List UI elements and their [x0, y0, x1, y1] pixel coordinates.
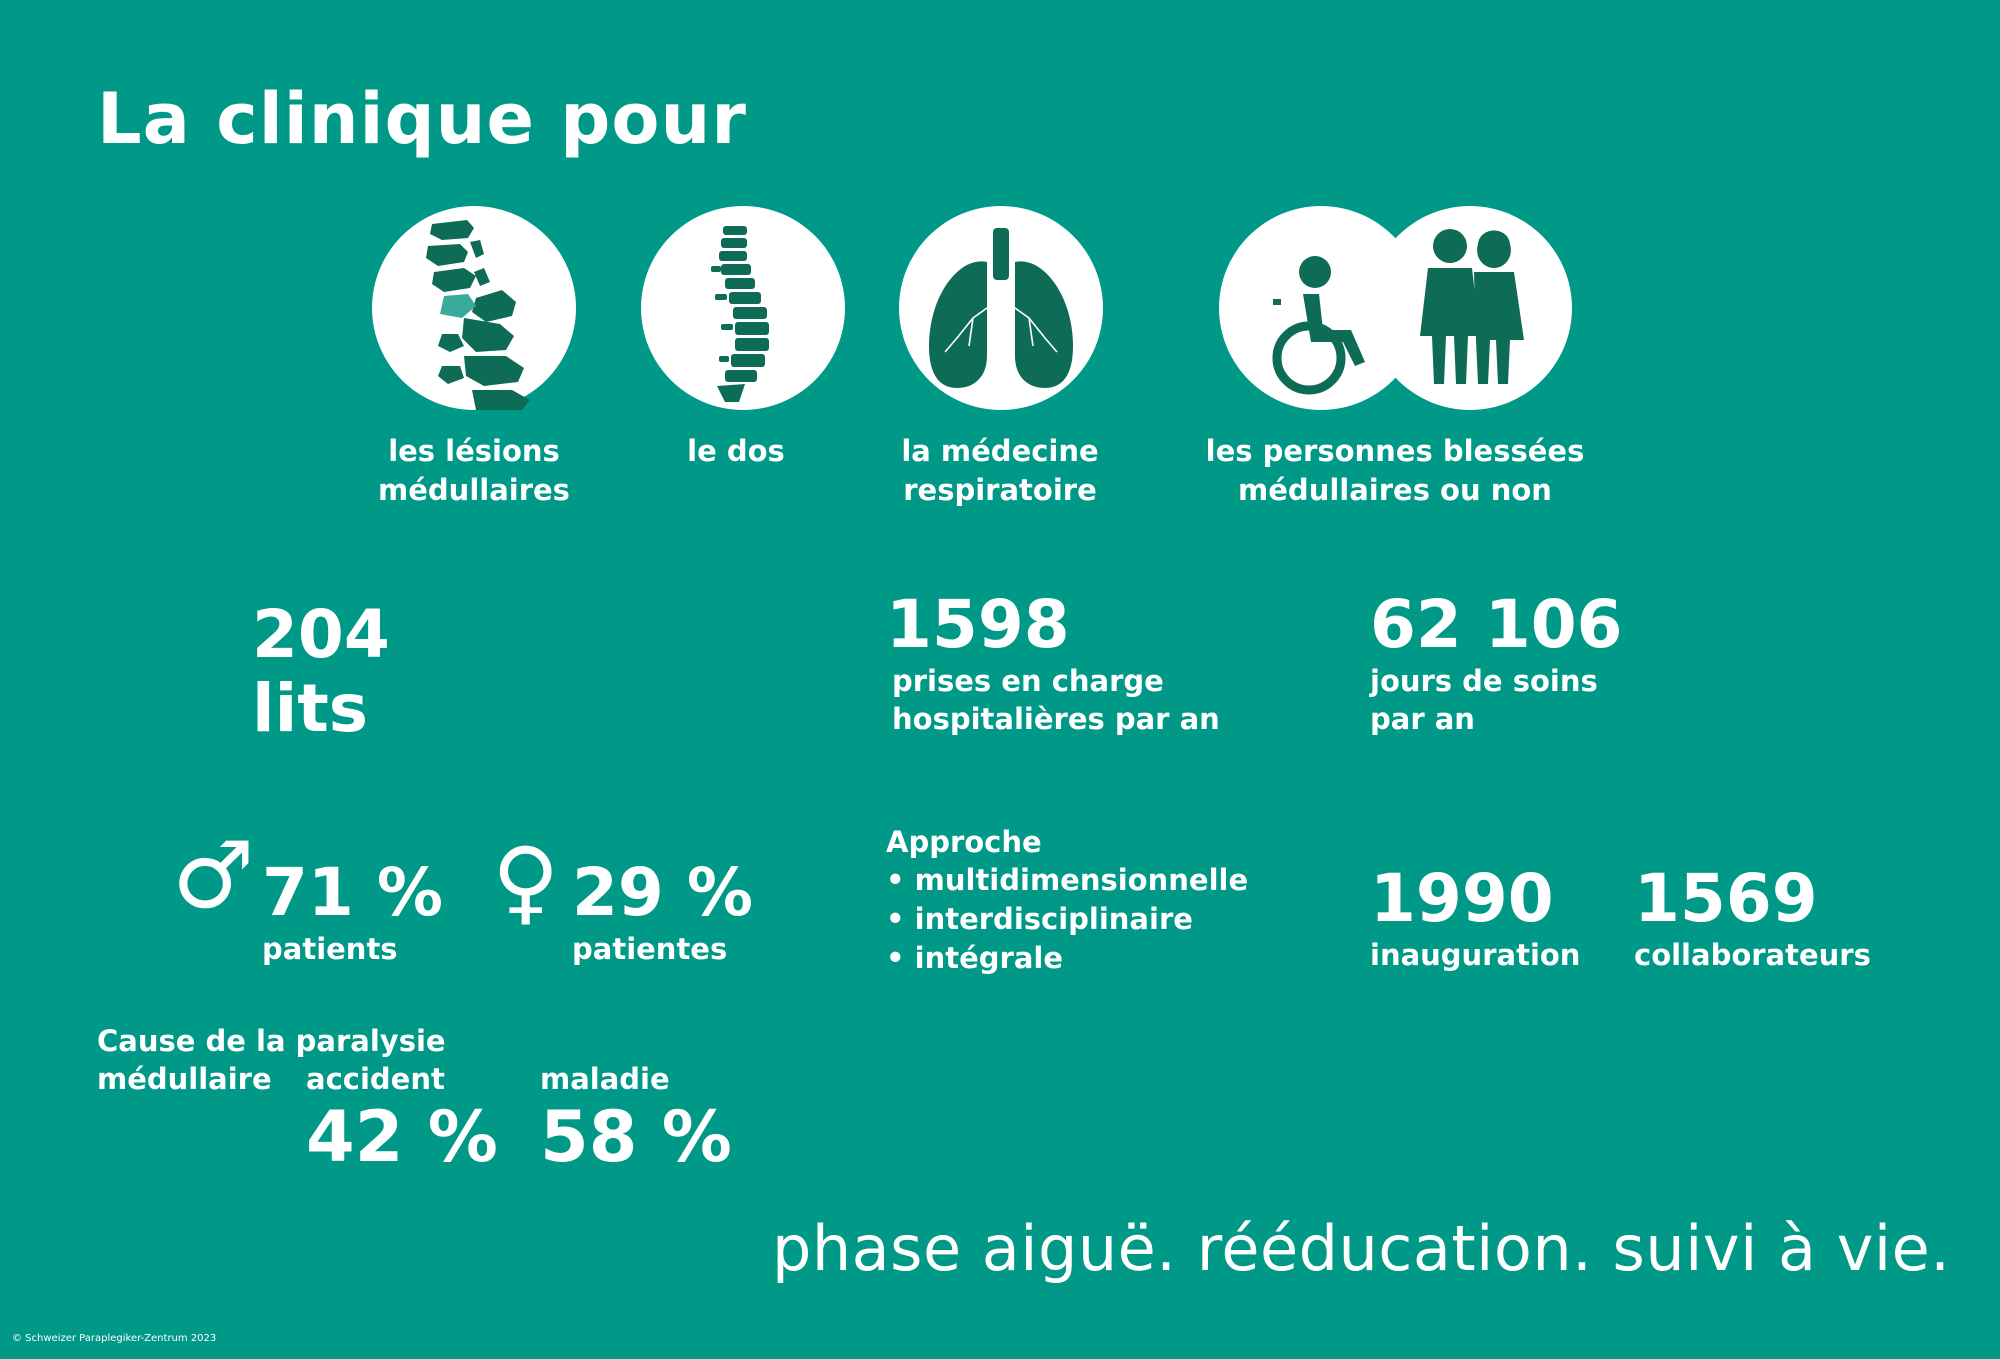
lungs-icon — [929, 228, 1073, 388]
approach-item: interdisciplinaire — [886, 900, 1248, 939]
illness-value: 58 % — [540, 1096, 732, 1178]
approach-block: Approche multidimensionnelle interdiscip… — [886, 823, 1248, 978]
wheelchair-user-icon — [1272, 256, 1365, 395]
vertebrae-circle — [372, 206, 576, 410]
approach-item: intégrale — [886, 939, 1248, 978]
female-label: patientes — [572, 932, 728, 966]
label-people: les personnes blessées médullaires ou no… — [1190, 432, 1600, 510]
staff-stat: 1569 collaborateurs — [1634, 862, 1871, 974]
beds-stat: 204 lits — [252, 598, 390, 746]
cause-accident: accident 42 % — [306, 1060, 498, 1176]
cause-illness: maladie 58 % — [540, 1060, 732, 1176]
staff-label: collaborateurs — [1634, 938, 1871, 972]
approach-list: multidimensionnelle interdisciplinaire i… — [886, 861, 1248, 978]
female-stat: 29 % patientes — [572, 856, 753, 968]
care-days-value: 62 106 — [1370, 586, 1623, 663]
label-respiratory: la médecine respiratoire — [880, 432, 1120, 510]
admissions-value: 1598 — [886, 586, 1070, 663]
care-days-line2: par an — [1370, 702, 1475, 736]
male-percent: 71 % — [262, 854, 443, 931]
approach-heading: Approche — [886, 825, 1042, 859]
label-lesions: les lésions médullaires — [372, 432, 576, 510]
label-lesions-line2: médullaires — [378, 473, 570, 507]
label-back-line1: le dos — [687, 434, 785, 468]
male-label: patients — [262, 932, 398, 966]
label-respiratory-line1: la médecine — [901, 434, 1099, 468]
female-symbol-icon: ♀ — [492, 828, 560, 935]
beds-value: 204 — [252, 596, 390, 673]
care-days-stat: 62 106 jours de soins par an — [1370, 588, 1623, 738]
copyright: © Schweizer Paraplegiker-Zentrum 2023 — [12, 1333, 217, 1344]
label-back: le dos — [641, 432, 831, 471]
spine-icon — [711, 226, 769, 402]
page-title: La clinique pour — [97, 78, 747, 160]
founded-value: 1990 — [1370, 860, 1554, 937]
label-people-line1: les personnes blessées — [1205, 434, 1585, 468]
female-percent: 29 % — [572, 854, 753, 931]
accident-label: accident — [306, 1062, 445, 1096]
illness-label: maladie — [540, 1062, 670, 1096]
admissions-line1: prises en charge — [892, 664, 1164, 698]
founded-stat: 1990 inauguration — [1370, 862, 1580, 974]
male-stat: 71 % patients — [262, 856, 443, 968]
admissions-stat: 1598 prises en charge hospitalières par … — [886, 588, 1220, 738]
admissions-line2: hospitalières par an — [892, 702, 1220, 736]
vertebrae-icon — [426, 220, 530, 410]
beds-unit: lits — [252, 670, 369, 747]
label-lesions-line1: les lésions — [388, 434, 560, 468]
tagline: phase aiguë. rééducation. suivi à vie. — [772, 1212, 1951, 1285]
care-days-line1: jours de soins — [1370, 664, 1598, 698]
people-circle — [1368, 206, 1572, 410]
staff-value: 1569 — [1634, 860, 1818, 937]
cause-heading-line1: Cause de la paralysie — [97, 1024, 446, 1058]
people-icon — [1420, 229, 1524, 384]
male-symbol-icon: ♂ — [172, 822, 255, 929]
cause-heading: Cause de la paralysie médullaire — [97, 1022, 446, 1098]
lungs-circle — [899, 206, 1103, 410]
accident-value: 42 % — [306, 1096, 498, 1178]
label-respiratory-line2: respiratoire — [903, 473, 1097, 507]
approach-item: multidimensionnelle — [886, 861, 1248, 900]
founded-label: inauguration — [1370, 938, 1581, 972]
label-people-line2: médullaires ou non — [1238, 473, 1552, 507]
cause-heading-line2: médullaire — [97, 1062, 272, 1096]
spine-circle — [641, 206, 845, 410]
